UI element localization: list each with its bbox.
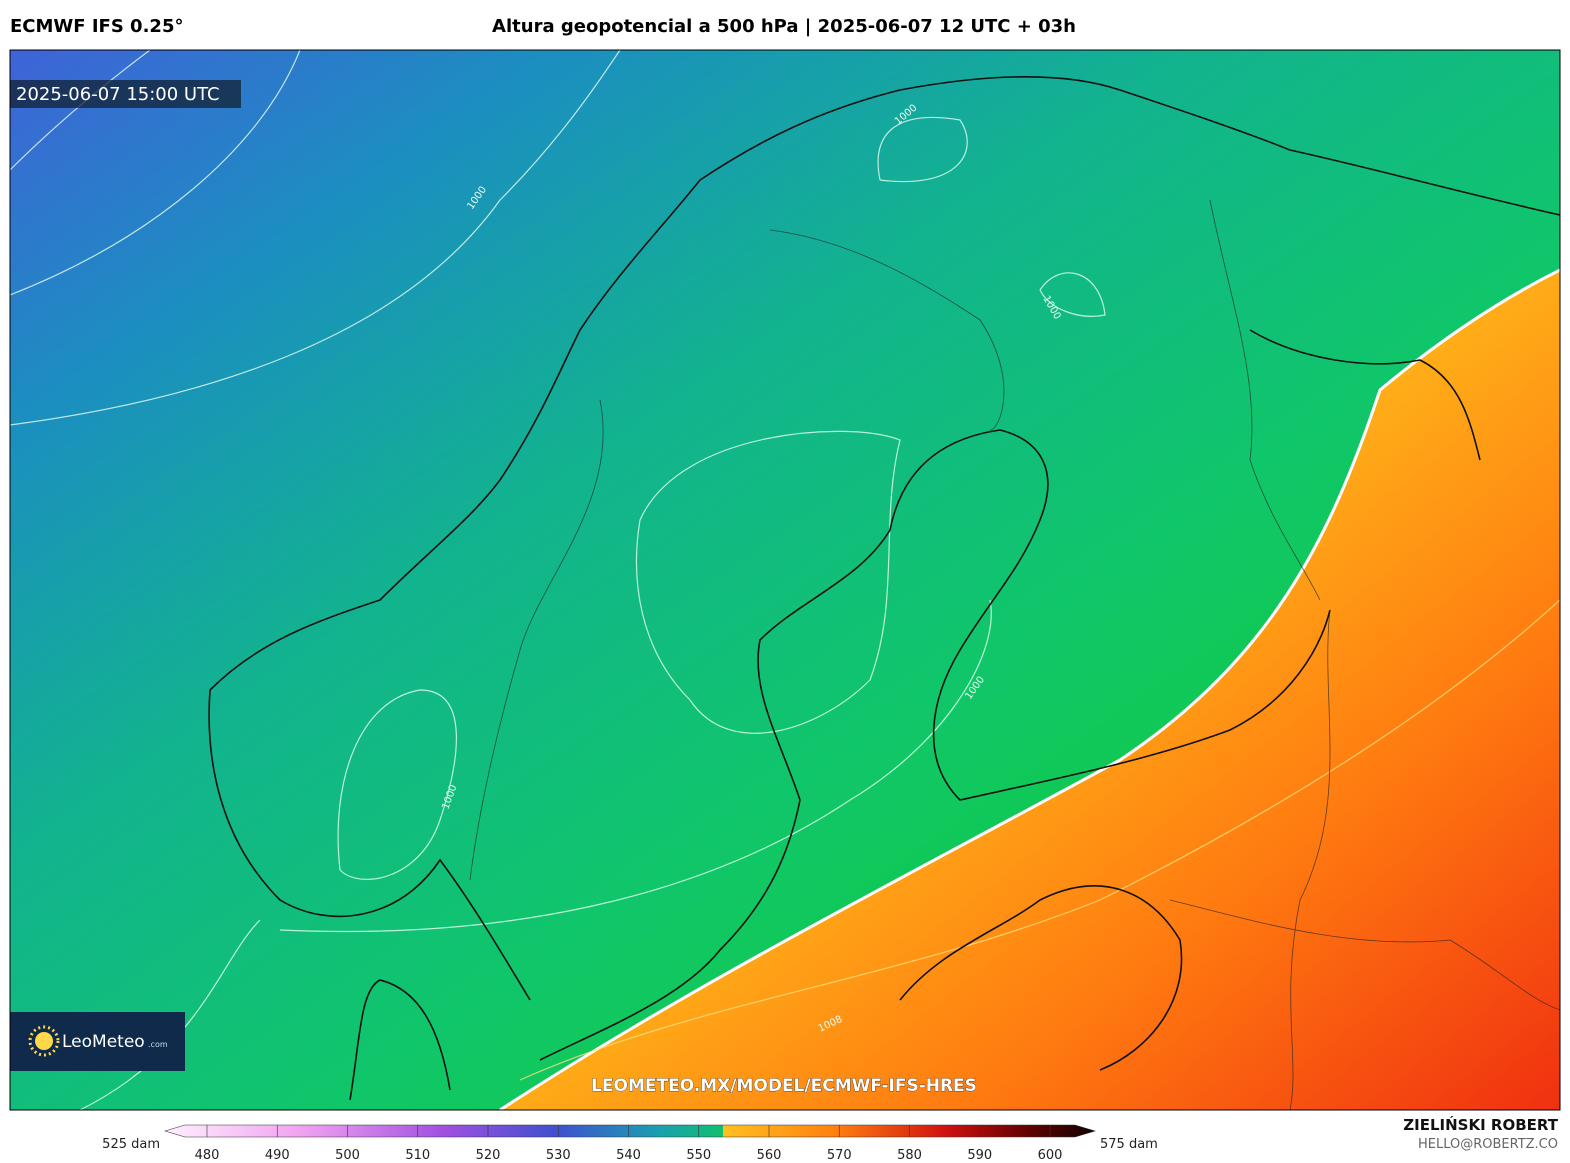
model-name: ECMWF IFS 0.25°: [10, 16, 183, 37]
watermark: LEOMETEO.MX/MODEL/ECMWF-IFS-HRES: [591, 1076, 977, 1096]
coastlines: [208, 76, 1560, 1101]
time-badge: [10, 80, 241, 108]
colorbar-tick-label: 510: [405, 1148, 430, 1163]
colorbar-tick-label: 540: [616, 1148, 641, 1163]
author: ZIELIŃSKI ROBERT: [1403, 1115, 1558, 1134]
colorbar: 525 dam 575 dam 480 490 500 510 520 530 540 550…: [102, 1124, 1158, 1163]
map-title: Altura geopotencial a 500 hPa | 2025-06-…: [492, 16, 1076, 37]
logo-sun: [28, 1025, 60, 1057]
colorbar-max-label: 575 dam: [1100, 1137, 1158, 1152]
colorbar-tick-label: 530: [546, 1148, 571, 1163]
colorbar-tick-label: 590: [967, 1148, 992, 1163]
colorbar-tick-label: 570: [827, 1148, 852, 1163]
map: 1000 1000 1000 1000 1000 1008 2025-06-07…: [10, 50, 1560, 1110]
logo-name: LeoMeteo: [62, 1032, 145, 1052]
colorbar-tick-label: 490: [265, 1148, 290, 1163]
email: HELLO@ROBERTZ.CO: [1418, 1137, 1558, 1152]
colorbar-tick-label: 600: [1038, 1148, 1063, 1163]
contour-552: [499, 268, 1560, 1110]
colorbar-tick-label: 500: [335, 1148, 360, 1163]
map-frame: [9, 49, 1561, 1111]
pressure-contours: [10, 50, 1560, 1110]
colorbar-tick-label: 520: [476, 1148, 501, 1163]
valid-time: 2025-06-07 15:00 UTC: [16, 84, 220, 105]
logo-suffix: .com: [148, 1040, 168, 1049]
field-warm: [500, 270, 1560, 1110]
colorbar-tick-label: 560: [757, 1148, 782, 1163]
colorbar-tick-label: 550: [686, 1148, 711, 1163]
colorbar-min-label: 525 dam: [102, 1137, 160, 1152]
colorbar-tick-label: 580: [897, 1148, 922, 1163]
colorbar-ramp: [163, 1124, 1097, 1138]
colorbar-tick-label: 480: [195, 1148, 220, 1163]
borders: [469, 199, 1560, 1110]
